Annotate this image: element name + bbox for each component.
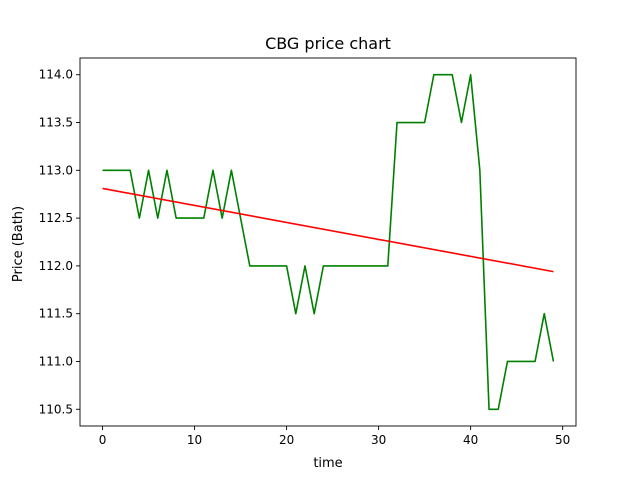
- y-tick-label: 114.0: [39, 68, 73, 82]
- y-tick-label: 113.5: [39, 116, 73, 130]
- x-tick-label: 40: [463, 433, 478, 447]
- x-axis-label: time: [313, 456, 342, 471]
- y-tick-label: 111.0: [39, 354, 73, 368]
- x-tick-label: 50: [555, 433, 570, 447]
- plot-area: [79, 57, 577, 427]
- x-tick-label: 20: [279, 433, 294, 447]
- x-tick-label: 0: [99, 433, 107, 447]
- y-tick-label: 111.5: [39, 307, 73, 321]
- y-axis-label: Price (Bath): [11, 206, 26, 282]
- price-series-line: [102, 73, 555, 411]
- y-tick-label: 113.0: [39, 163, 73, 177]
- y-tick-label: 112.5: [39, 211, 73, 225]
- plot-frame: [79, 57, 577, 427]
- chart-title: CBG price chart: [265, 34, 391, 53]
- y-tick-label: 112.0: [39, 259, 73, 273]
- x-tick-label: 30: [371, 433, 386, 447]
- x-tick-label: 10: [187, 433, 202, 447]
- axis-ticks: 0 10 20 30 40 50 110.5 111.0 111.5 112.0 112.5 113.…: [39, 68, 571, 447]
- y-tick-label: 110.5: [39, 402, 73, 416]
- trend-line: [102, 187, 554, 273]
